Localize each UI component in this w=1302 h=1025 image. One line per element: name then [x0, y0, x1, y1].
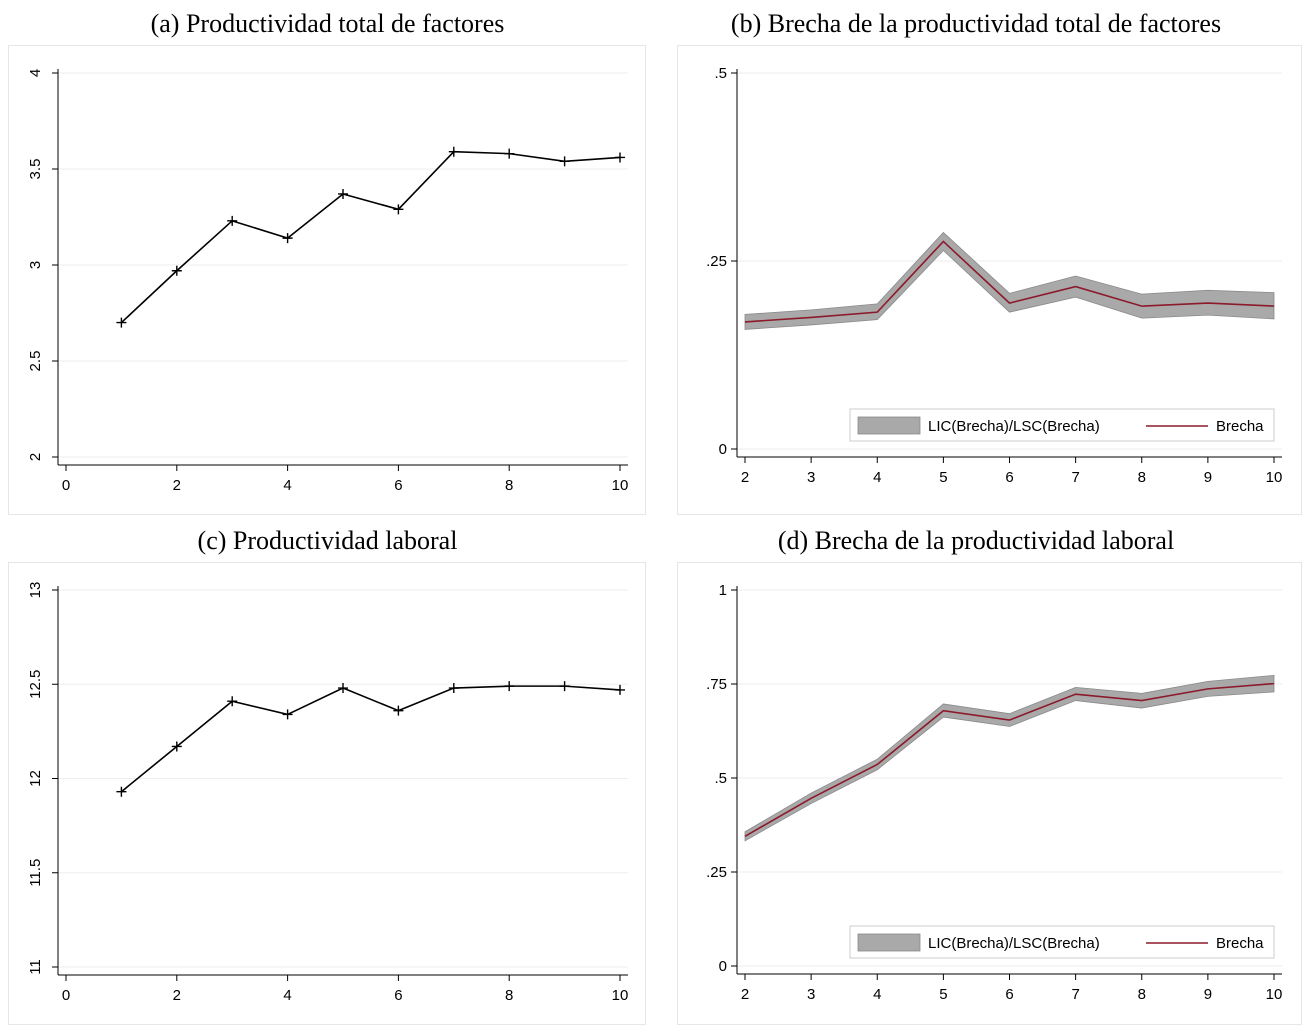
x-tick-label: 10 — [612, 987, 629, 1004]
legend-swatch-band — [857, 933, 921, 952]
x-tick-label: 4 — [283, 987, 291, 1004]
series-line — [744, 682, 1275, 837]
x-tick-label: 8 — [1138, 469, 1146, 486]
data-point — [615, 684, 625, 695]
chart-d-title: (d) Brecha de la productividad laboral — [777, 526, 1175, 555]
data-point — [227, 215, 238, 226]
x-tick-label: 6 — [394, 477, 402, 494]
y-tick-label: 11 — [27, 959, 44, 975]
data-point — [393, 705, 404, 716]
x-tick-label: 6 — [1005, 986, 1013, 1003]
y-tick-label: 13 — [27, 582, 44, 599]
chart-a: 2 2.5 3 3.5 4 0 2 4 6 8 10 — [8, 45, 646, 515]
y-tick-label: 4 — [27, 69, 44, 77]
y-tick-label: 0 — [719, 958, 727, 975]
y-tick-label: .25 — [706, 864, 727, 881]
data-point — [448, 683, 459, 694]
series-line — [120, 150, 621, 324]
y-tick-label: .5 — [714, 770, 727, 787]
chart-c: 11 11.5 12 12.5 13 0 2 4 6 8 10 — [8, 562, 646, 1025]
chart-a-title: (a) Productividad total de factores — [150, 9, 505, 38]
x-tick-label: 4 — [283, 477, 291, 494]
data-point — [282, 233, 293, 244]
y-tick-label: .75 — [706, 676, 727, 693]
data-point — [448, 146, 459, 157]
chart-c-title: (c) Productividad laboral — [197, 526, 458, 555]
y-tick-label: 2 — [27, 453, 44, 461]
legend-label-band: LIC(Brecha)/LSC(Brecha) — [928, 935, 1100, 952]
data-point — [504, 148, 515, 159]
y-tick-label: .5 — [714, 65, 727, 82]
series-line — [744, 240, 1275, 323]
y-tick-label: 12.5 — [27, 670, 44, 699]
legend-box — [849, 408, 1275, 442]
data-point — [227, 696, 238, 707]
legend-label-line: Brecha — [1216, 935, 1264, 952]
confidence-band — [744, 231, 1275, 330]
chart-b-title: (b) Brecha de la productividad total de … — [730, 9, 1222, 38]
y-tick-label: 0 — [719, 441, 727, 458]
x-tick-label: 8 — [505, 477, 513, 494]
x-tick-label: 6 — [1005, 469, 1013, 486]
x-tick-label: 9 — [1204, 986, 1212, 1003]
legend-swatch-band — [857, 416, 921, 435]
data-point — [559, 681, 570, 692]
chart-d: 0 .25 .5 .75 1 2 3 4 5 6 7 8 9 10 LIC(Brecha)/LSC(Brec… — [677, 562, 1302, 1025]
series-line — [120, 685, 621, 793]
x-tick-label: 4 — [873, 986, 881, 1003]
x-tick-label: 10 — [612, 477, 629, 494]
x-tick-label: 0 — [62, 987, 70, 1004]
y-tick-label: 2.5 — [27, 351, 44, 372]
confidence-band — [744, 674, 1275, 842]
y-tick-label: 1 — [719, 582, 727, 599]
x-tick-label: 7 — [1071, 986, 1079, 1003]
x-tick-label: 6 — [394, 987, 402, 1004]
x-tick-label: 2 — [741, 469, 749, 486]
x-tick-label: 8 — [505, 987, 513, 1004]
data-point — [116, 317, 127, 328]
x-tick-label: 5 — [939, 986, 947, 1003]
data-point — [116, 786, 127, 797]
x-tick-label: 2 — [741, 986, 749, 1003]
x-tick-label: 9 — [1204, 469, 1212, 486]
x-tick-label: 0 — [62, 477, 70, 494]
x-tick-label: 10 — [1266, 469, 1283, 486]
data-point — [393, 204, 404, 215]
x-tick-label: 5 — [939, 469, 947, 486]
x-tick-label: 10 — [1266, 986, 1283, 1003]
data-point — [171, 265, 182, 276]
chart-frame — [8, 45, 646, 515]
x-tick-label: 2 — [173, 477, 181, 494]
data-point — [338, 188, 348, 199]
y-tick-label: 12 — [27, 770, 44, 787]
x-tick-label: 3 — [807, 986, 815, 1003]
data-point — [171, 741, 182, 752]
x-tick-label: 4 — [873, 469, 881, 486]
legend-label-band: LIC(Brecha)/LSC(Brecha) — [928, 418, 1100, 435]
legend: LIC(Brecha)/LSC(Brecha) Brecha — [849, 408, 1275, 442]
chart-b: 0 .25 .5 2 3 4 5 6 7 8 9 10 LIC(Brecha)/LSC(Brecha) B… — [677, 45, 1302, 515]
x-tick-label: 7 — [1071, 469, 1079, 486]
data-point — [338, 683, 348, 694]
data-point — [559, 156, 570, 167]
data-point — [282, 709, 293, 720]
y-tick-label: 3 — [27, 261, 44, 269]
y-tick-label: 11.5 — [27, 859, 44, 887]
legend-label-line: Brecha — [1216, 418, 1264, 435]
legend: LIC(Brecha)/LSC(Brecha) Brecha — [849, 925, 1275, 959]
x-tick-label: 8 — [1138, 986, 1146, 1003]
x-tick-label: 2 — [173, 987, 181, 1004]
x-tick-label: 3 — [807, 469, 815, 486]
data-point — [504, 681, 515, 692]
legend-box — [849, 925, 1275, 959]
y-tick-label: .25 — [706, 253, 727, 270]
y-tick-label: 3.5 — [27, 159, 44, 180]
chart-frame — [8, 562, 646, 1025]
data-point — [615, 152, 625, 163]
